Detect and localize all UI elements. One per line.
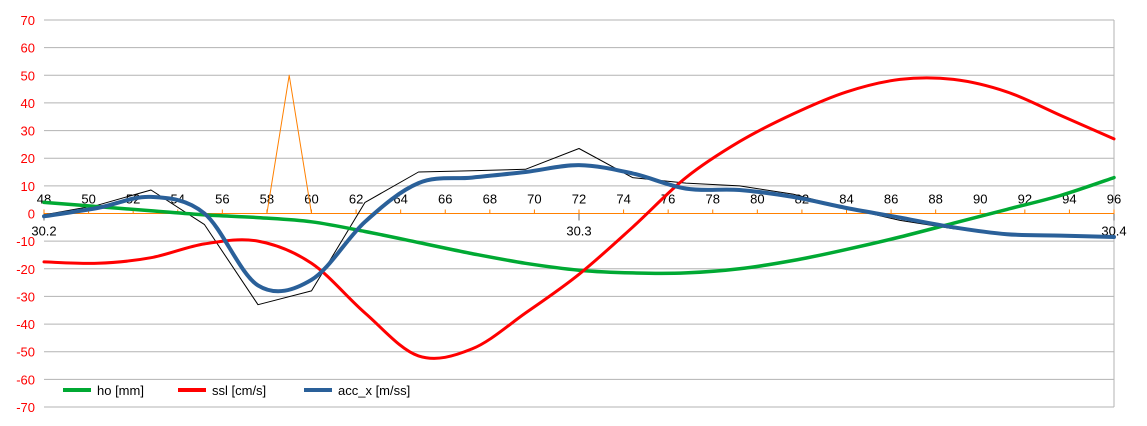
x-tick-label: 50: [81, 192, 95, 207]
series-ssl-line: [42, 76, 1116, 360]
y-tick-label: -60: [16, 372, 35, 387]
y-axis: 70 60 50 40 30 20 10 0 -10 -20 -30 -40 -50 -60 -70: [16, 13, 35, 415]
y-tick-label: 10: [21, 179, 35, 194]
y-tick-label: -20: [16, 262, 35, 277]
y-tick-label: -10: [16, 234, 35, 249]
x2-tick-label: 30.4: [1101, 224, 1126, 239]
y-tick-label: 30: [21, 124, 35, 139]
x-tick-label: 86: [884, 192, 898, 207]
series-ho-line: [42, 175, 1116, 276]
x-tick-label: 80: [750, 192, 764, 207]
x-tick-label: 60: [304, 192, 318, 207]
x-tick-label: 78: [706, 192, 720, 207]
x-tick-label: 88: [928, 192, 942, 207]
y-tick-label: -70: [16, 400, 35, 415]
y-tick-label: 20: [21, 151, 35, 166]
grid-lines: [44, 19, 1115, 408]
x-tick-label: 72: [572, 192, 586, 207]
x2-tick-label: 30.2: [31, 224, 56, 239]
x-tick-label: 74: [616, 192, 630, 207]
y-tick-label: 70: [21, 13, 35, 28]
y-tick-label: 40: [21, 96, 35, 111]
x-tick-label: 66: [438, 192, 452, 207]
series-layer: [42, 74, 1116, 360]
x-tick-label: 90: [973, 192, 987, 207]
x-tick-label: 96: [1107, 192, 1121, 207]
legend: ho [mm] ssl [cm/s] acc_x [m/ss]: [63, 383, 410, 398]
y-tick-label: -40: [16, 317, 35, 332]
x-tick-label: 58: [260, 192, 274, 207]
x-tick-label: 84: [839, 192, 853, 207]
legend-item-ssl-label: ssl [cm/s]: [212, 383, 266, 398]
legend-item-acc-x-label: acc_x [m/ss]: [338, 383, 410, 398]
x-tick-label: 62: [349, 192, 363, 207]
x-tick-label: 68: [483, 192, 497, 207]
x-tick-label: 56: [215, 192, 229, 207]
y-tick-label: -30: [16, 289, 35, 304]
legend-item-ho-label: ho [mm]: [97, 383, 144, 398]
y-tick-label: 0: [28, 207, 35, 222]
x2-tick-label: 30.3: [566, 224, 591, 239]
y-tick-label: 60: [21, 41, 35, 56]
series-acc-x-line: [42, 163, 1116, 294]
y-tick-label: -50: [16, 345, 35, 360]
x-tick-label: 70: [527, 192, 541, 207]
y-tick-label: 50: [21, 68, 35, 83]
